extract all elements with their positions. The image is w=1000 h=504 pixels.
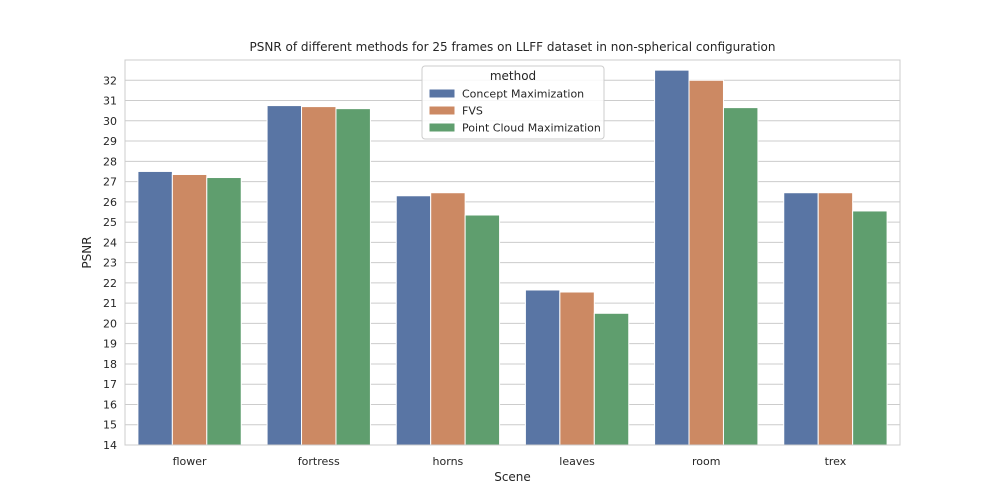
bar-flower-fvs — [171, 173, 208, 446]
y-tick-label: 22 — [103, 277, 117, 290]
bar-room-point-cloud-maximization — [722, 107, 759, 446]
legend-title: method — [490, 69, 536, 83]
bar-room-fvs — [688, 79, 724, 446]
y-tick-label: 21 — [103, 297, 117, 310]
legend-swatch — [428, 88, 456, 99]
bar-flower-point-cloud-maximization — [206, 177, 242, 446]
bar-room-concept-maximization — [654, 69, 690, 446]
bar-horns-fvs — [430, 192, 466, 446]
y-tick-label: 18 — [103, 358, 117, 371]
y-tick-label: 17 — [103, 378, 117, 391]
bars — [137, 69, 888, 446]
bar-flower-concept-maximization — [137, 170, 173, 446]
bar-trex-fvs — [817, 192, 854, 446]
y-tick-label: 26 — [103, 196, 117, 209]
x-tick-label: fortress — [298, 455, 340, 468]
legend-label: Concept Maximization — [462, 88, 584, 101]
bar-trex-point-cloud-maximization — [852, 210, 888, 446]
y-tick-label: 15 — [103, 419, 117, 432]
x-tick-label: room — [692, 455, 720, 468]
bar-horns-point-cloud-maximization — [464, 214, 501, 446]
y-tick-label: 20 — [103, 317, 117, 330]
bar-fortress-concept-maximization — [266, 105, 303, 446]
bar-leaves-point-cloud-maximization — [593, 312, 630, 446]
bar-horns-concept-maximization — [395, 195, 432, 446]
y-tick-labels: 14 15 16 17 18 19 20 21 22 23 24 25 26 27 28 29 30 31 32 — [103, 74, 117, 452]
bar-leaves-concept-maximization — [524, 289, 561, 446]
y-tick-label: 30 — [103, 115, 117, 128]
y-tick-label: 24 — [103, 236, 117, 249]
legend-label: FVS — [462, 105, 483, 118]
y-tick-label: 31 — [103, 95, 117, 108]
bar-fortress-point-cloud-maximization — [335, 108, 371, 446]
legend-entries: Concept Maximization FVS Point Cloud Maxim… — [428, 88, 601, 135]
y-axis-label: PSNR — [80, 236, 94, 268]
chart-title: PSNR of different methods for 25 frames … — [250, 40, 776, 54]
legend-label: Point Cloud Maximization — [462, 122, 601, 135]
y-tick-label: 25 — [103, 216, 117, 229]
y-tick-label: 29 — [103, 135, 117, 148]
x-axis-label: Scene — [494, 470, 531, 484]
legend: method Concept Maximization FVS Point Clou… — [421, 65, 605, 140]
x-tick-label: leaves — [559, 455, 595, 468]
x-tick-label: flower — [173, 455, 207, 468]
grid-lines — [125, 79, 900, 446]
y-tick-label: 19 — [103, 338, 117, 351]
y-tick-label: 28 — [103, 155, 117, 168]
y-tick-label: 27 — [103, 176, 117, 189]
x-tick-labels: flower fortress horns leaves room trex — [173, 455, 847, 468]
plot-frame — [124, 59, 901, 446]
bar-leaves-fvs — [559, 291, 595, 446]
y-tick-label: 14 — [103, 439, 117, 452]
y-tick-label: 23 — [103, 257, 117, 270]
x-tick-label: trex — [825, 455, 847, 468]
y-tick-label: 16 — [103, 398, 117, 411]
legend-box — [421, 65, 605, 140]
bar-fortress-fvs — [301, 106, 337, 446]
legend-swatch — [428, 122, 456, 133]
legend-swatch — [428, 105, 456, 116]
bar-trex-concept-maximization — [783, 192, 819, 446]
x-tick-label: horns — [433, 455, 464, 468]
y-tick-label: 32 — [103, 74, 117, 87]
